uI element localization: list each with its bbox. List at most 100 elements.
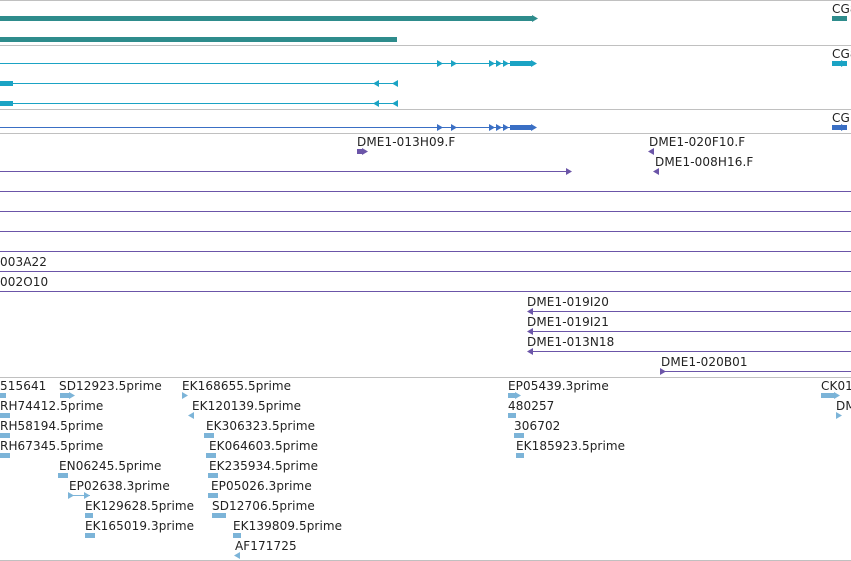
transcript-bar[interactable] [0, 37, 397, 42]
gene-label[interactable]: CG8 [832, 47, 851, 61]
est-label[interactable]: EP02638.3prime [69, 479, 170, 493]
est-feature[interactable] [514, 433, 524, 438]
est-label[interactable]: EK139809.5prime [233, 519, 343, 533]
est-feature[interactable] [508, 413, 516, 418]
est-feature[interactable] [60, 393, 70, 398]
strand-arrow [532, 15, 538, 22]
exon-box[interactable] [510, 125, 532, 130]
est-feature[interactable] [516, 453, 524, 458]
clone-label[interactable]: DME1-019I21 [527, 315, 609, 329]
transcript-bar[interactable] [0, 16, 532, 21]
est-label[interactable]: CK01 [821, 379, 851, 393]
est-label[interactable]: EK120139.5prime [192, 399, 302, 413]
exon-arrow [392, 80, 398, 87]
est-arrow [84, 492, 90, 499]
transcript-bar[interactable] [832, 16, 847, 21]
est-feature[interactable] [0, 413, 10, 418]
clone-end[interactable] [357, 149, 363, 154]
est-label[interactable]: EK168655.5prime [182, 379, 292, 393]
est-label[interactable]: SD12923.5prime [59, 379, 162, 393]
est-label[interactable]: EP05026.3prime [211, 479, 312, 493]
est-feature[interactable] [0, 453, 10, 458]
exon-arrow [503, 60, 509, 67]
est-label[interactable]: EP05439.3prime [508, 379, 609, 393]
exon-arrow [503, 124, 509, 131]
exon-arrow [489, 60, 495, 67]
est-arrow [834, 392, 840, 399]
exon-box[interactable] [0, 101, 13, 106]
exon-box[interactable] [832, 61, 847, 66]
exon-arrow [373, 100, 379, 107]
est-feature[interactable] [206, 453, 216, 458]
est-arrow [182, 392, 188, 399]
strand-arrow [531, 124, 537, 131]
clone-label[interactable]: DME1-013N18 [527, 335, 615, 349]
clone-label[interactable]: DME1-020F10.F [649, 135, 746, 149]
est-label[interactable]: RH58194.5prime [0, 419, 104, 433]
clone-arrow [527, 348, 533, 355]
clone-arrow [648, 148, 654, 155]
est-feature[interactable] [821, 393, 835, 398]
strand-arrow [841, 60, 847, 67]
est-feature[interactable] [208, 473, 218, 478]
clone-label[interactable]: 002O10 [0, 275, 49, 289]
clone-label[interactable]: DME1-019I20 [527, 295, 609, 309]
est-label[interactable]: AF171725 [235, 539, 297, 553]
exon-arrow [437, 60, 443, 67]
exon-arrow [392, 100, 398, 107]
est-feature[interactable] [85, 513, 93, 518]
exon-box[interactable] [0, 81, 13, 86]
est-label[interactable]: 480257 [508, 399, 555, 413]
strand-arrow [531, 60, 537, 67]
est-label[interactable]: EK235934.5prime [209, 459, 319, 473]
est-arrow [188, 412, 194, 419]
est-label[interactable]: SD12706.5prime [212, 499, 315, 513]
est-arrow [836, 412, 842, 419]
clone-arrow [362, 148, 368, 155]
clone-arrow [653, 168, 659, 175]
est-arrow [68, 492, 74, 499]
clone-label[interactable]: DME1-008H16.F [655, 155, 754, 169]
clone-arrow [527, 308, 533, 315]
est-label[interactable]: 306702 [514, 419, 561, 433]
est-feature[interactable] [212, 513, 226, 518]
est-label[interactable]: EK306323.5prime [206, 419, 316, 433]
exon-arrow [373, 80, 379, 87]
est-label[interactable]: 515641 [0, 379, 47, 393]
est-feature[interactable] [0, 433, 10, 438]
est-feature[interactable] [58, 473, 68, 478]
est-label[interactable]: RH74412.5prime [0, 399, 104, 413]
est-label[interactable]: RH67345.5prime [0, 439, 104, 453]
gene-label[interactable]: CG [832, 111, 850, 125]
exon-arrow [451, 124, 457, 131]
clone-label[interactable]: DME1-013H09.F [357, 135, 456, 149]
est-feature[interactable] [233, 533, 241, 538]
exon-arrow [496, 60, 502, 67]
est-arrow [234, 552, 240, 559]
exon-arrow [451, 60, 457, 67]
est-feature[interactable] [0, 393, 6, 398]
est-label[interactable]: EN06245.5prime [59, 459, 162, 473]
est-label[interactable]: EK064603.5prime [209, 439, 319, 453]
est-label[interactable]: DM [836, 399, 851, 413]
exon-arrow [489, 124, 495, 131]
est-feature[interactable] [208, 493, 218, 498]
est-label[interactable]: EK185923.5prime [516, 439, 626, 453]
exon-arrow [496, 124, 502, 131]
est-arrow [69, 392, 75, 399]
est-feature[interactable] [85, 533, 95, 538]
gene-label[interactable]: CG8 [832, 2, 851, 16]
est-label[interactable]: EK165019.3prime [85, 519, 195, 533]
est-label[interactable]: EK129628.5prime [85, 499, 195, 513]
clone-arrow [660, 368, 666, 375]
exon-box[interactable] [510, 61, 532, 66]
exon-box[interactable] [832, 125, 847, 130]
clone-label[interactable]: DME1-020B01 [661, 355, 748, 369]
clone-label[interactable]: 003A22 [0, 255, 47, 269]
est-feature[interactable] [508, 393, 516, 398]
est-feature[interactable] [204, 433, 214, 438]
est-arrow [515, 392, 521, 399]
clone-arrow [527, 328, 533, 335]
